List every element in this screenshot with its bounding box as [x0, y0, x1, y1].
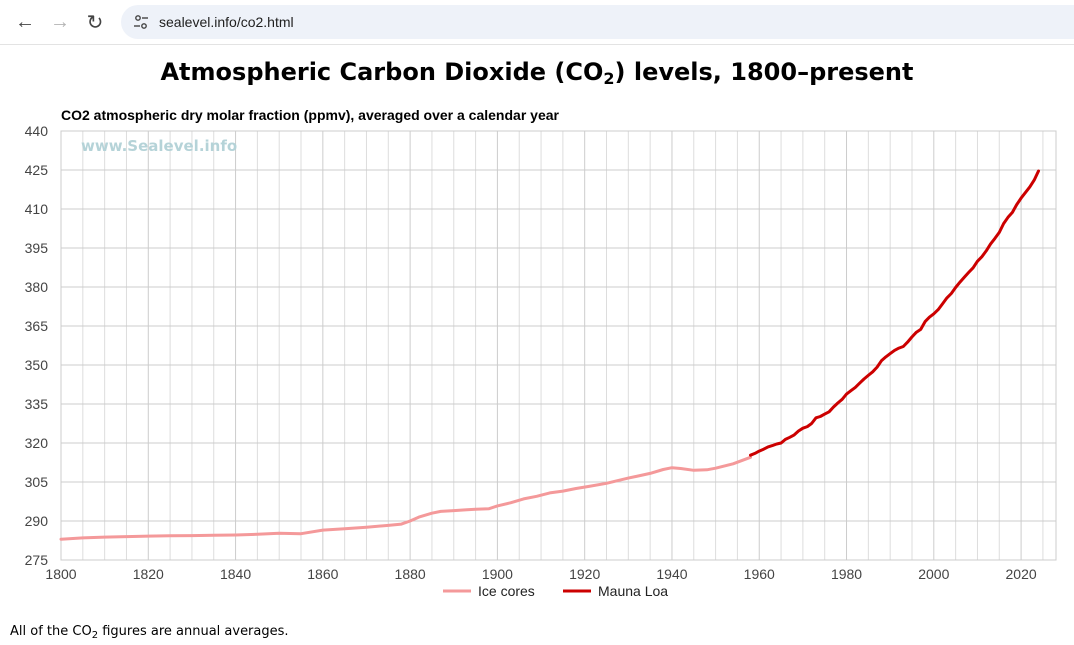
tune-icon[interactable]	[131, 12, 151, 32]
y-tick-label: 305	[25, 474, 49, 490]
url-text[interactable]: sealevel.info/co2.html	[159, 14, 294, 30]
y-tick-label: 410	[25, 201, 49, 217]
watermark: www.Sealevel.info	[81, 137, 237, 155]
reload-button[interactable]: ↻	[80, 7, 110, 37]
back-button[interactable]: ←	[10, 7, 40, 37]
x-tick-label: 1860	[307, 566, 338, 582]
x-tick-label: 1900	[482, 566, 513, 582]
series-line-ice-cores	[59, 455, 752, 541]
y-tick-label: 365	[25, 318, 49, 334]
x-tick-label: 1980	[831, 566, 862, 582]
y-tick-label: 395	[25, 240, 49, 256]
legend-label: Ice cores	[478, 583, 535, 599]
reload-icon: ↻	[86, 11, 104, 34]
x-tick-label: 1960	[744, 566, 775, 582]
arrow-left-icon: ←	[15, 10, 35, 33]
footnote: All of the CO2 figures are annual averag…	[10, 624, 289, 641]
x-tick-label: 1880	[395, 566, 426, 582]
plot-border	[60, 130, 1057, 561]
address-bar[interactable]: sealevel.info/co2.html	[121, 5, 1074, 39]
y-tick-label: 350	[25, 357, 49, 373]
x-tick-label: 1820	[133, 566, 164, 582]
x-tick-label: 1840	[220, 566, 251, 582]
y-tick-label: 440	[25, 123, 49, 139]
y-tick-label: 320	[25, 435, 49, 451]
page-title: Atmospheric Carbon Dioxide (CO2) levels,…	[160, 58, 914, 88]
x-tick-label: 1940	[656, 566, 687, 582]
y-tick-label: 380	[25, 279, 49, 295]
y-tick-label: 275	[25, 552, 49, 568]
arrow-right-icon: →	[50, 10, 70, 33]
y-tick-label: 335	[25, 396, 49, 412]
browser-toolbar: ← → ↻ sealevel.info/co2.html	[0, 0, 1074, 45]
y-tick-label: 290	[25, 513, 49, 529]
co2-line-chart: CO2 atmospheric dry molar fraction (ppmv…	[25, 107, 1057, 599]
legend-label: Mauna Loa	[598, 583, 668, 599]
chart-title: CO2 atmospheric dry molar fraction (ppmv…	[61, 107, 560, 123]
series-line-mauna-loa	[749, 169, 1040, 457]
x-tick-label: 2000	[918, 566, 949, 582]
forward-button[interactable]: →	[45, 7, 75, 37]
y-tick-label: 425	[25, 162, 49, 178]
x-tick-label: 2020	[1006, 566, 1037, 582]
x-tick-label: 1800	[45, 566, 76, 582]
x-tick-label: 1920	[569, 566, 600, 582]
